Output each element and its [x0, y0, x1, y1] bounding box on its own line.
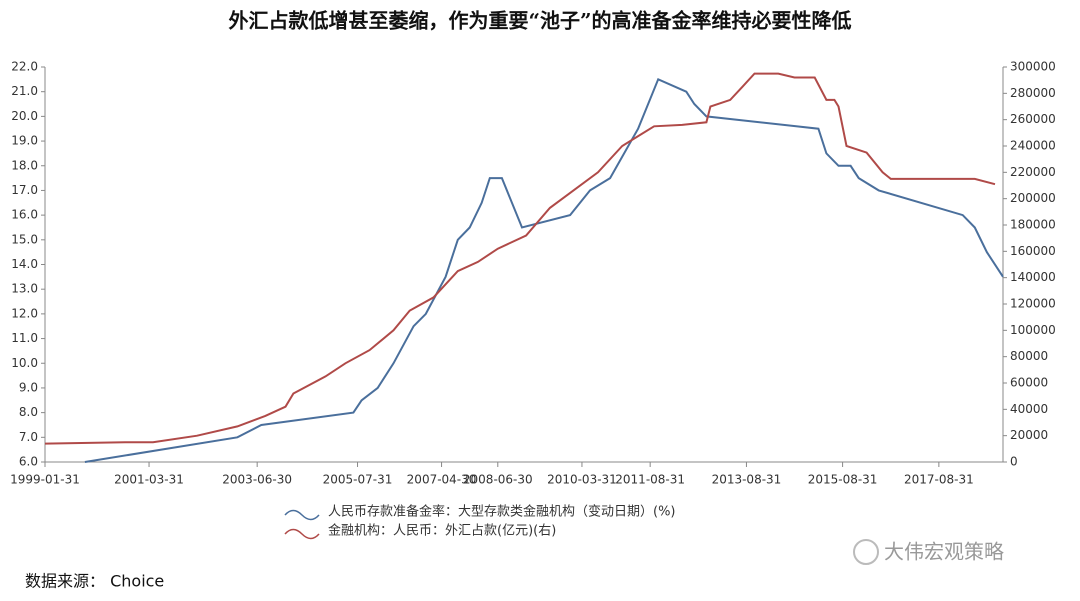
y-tick-label: 19.0 [11, 134, 38, 148]
y2-tick-label: 200000 [1010, 191, 1056, 205]
y2-tick-label: 80000 [1010, 349, 1048, 363]
x-tick-label: 2008-06-30 [463, 473, 533, 487]
y2-tick-label: 300000 [1010, 60, 1056, 74]
chart-title: 外汇占款低增甚至萎缩，作为重要“池子”的高准备金率维持必要性降低 [228, 9, 851, 33]
y-tick-label: 13.0 [11, 282, 38, 296]
y-tick-label: 9.0 [19, 380, 38, 394]
y-tick-label: 17.0 [11, 183, 38, 197]
legend-swatch [284, 509, 320, 521]
y2-tick-label: 220000 [1010, 165, 1056, 179]
y-tick-label: 10.0 [11, 356, 38, 370]
y-tick-label: 12.0 [11, 306, 38, 320]
y2-tick-label: 60000 [1010, 376, 1048, 390]
y-tick-label: 22.0 [11, 60, 38, 74]
watermark-icon [853, 539, 879, 565]
y-tick-label: 18.0 [11, 158, 38, 172]
y-tick-label: 20.0 [11, 109, 38, 123]
y2-tick-label: 120000 [1010, 297, 1056, 311]
y-tick-label: 14.0 [11, 257, 38, 271]
series-line [44, 72, 996, 445]
y-tick-label: 16.0 [11, 208, 38, 222]
y-tick-label: 11.0 [11, 331, 38, 345]
y2-tick-label: 280000 [1010, 86, 1056, 100]
y2-tick-label: 20000 [1010, 428, 1048, 442]
y2-tick-label: 40000 [1010, 402, 1048, 416]
legend-swatch [284, 528, 320, 540]
x-tick-label: 2003-06-30 [222, 473, 292, 487]
x-tick-label: 2013-08-31 [712, 473, 782, 487]
y2-tick-label: 160000 [1010, 244, 1056, 258]
x-tick-label: 2010-03-31 [547, 473, 617, 487]
legend-label: 人民币存款准备金率：大型存款类金融机构（变动日期）(%) [328, 504, 676, 520]
y2-tick-label: 140000 [1010, 270, 1056, 284]
x-tick-label: 2005-07-31 [323, 473, 393, 487]
y2-tick-label: 240000 [1010, 139, 1056, 153]
y-tick-label: 8.0 [19, 405, 38, 419]
x-tick-label: 2017-08-31 [904, 473, 974, 487]
y2-tick-label: 0 [1010, 455, 1018, 469]
source-note: 数据来源： Choice [25, 572, 164, 591]
y-tick-label: 6.0 [19, 455, 38, 469]
y2-tick-label: 180000 [1010, 218, 1056, 232]
x-tick-label: 2011-08-31 [615, 473, 685, 487]
y-tick-label: 21.0 [11, 84, 38, 98]
y2-tick-label: 100000 [1010, 323, 1056, 337]
y-tick-label: 7.0 [19, 430, 38, 444]
series-line [84, 77, 1004, 463]
x-tick-label: 2015-08-31 [808, 473, 878, 487]
y-tick-label: 15.0 [11, 232, 38, 246]
x-tick-label: 2001-03-31 [114, 473, 184, 487]
y2-tick-label: 260000 [1010, 112, 1056, 126]
x-tick-label: 2007-04-30 [407, 473, 477, 487]
legend-label: 金融机构：人民币：外汇占款(亿元)(右) [328, 523, 556, 539]
watermark: 大伟宏观策略 [884, 540, 1004, 564]
x-tick-label: 1999-01-31 [10, 473, 80, 487]
